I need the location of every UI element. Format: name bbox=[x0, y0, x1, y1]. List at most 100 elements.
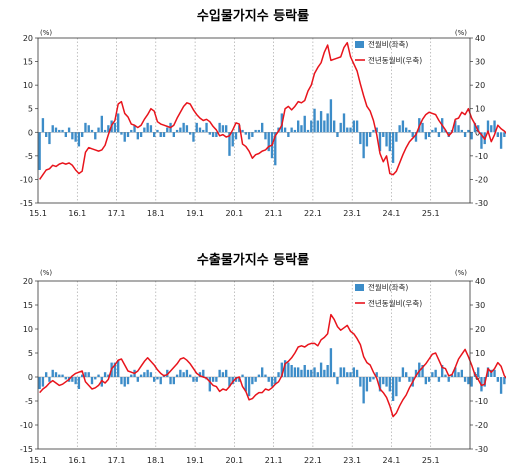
bar bbox=[107, 125, 110, 133]
left-tick-label: -10 bbox=[20, 421, 33, 430]
bar bbox=[146, 122, 149, 133]
x-tick-label: 24.1 bbox=[383, 209, 401, 218]
bar bbox=[205, 122, 208, 133]
bar bbox=[310, 120, 313, 133]
bar bbox=[185, 125, 189, 133]
bar bbox=[503, 377, 506, 385]
bar bbox=[385, 377, 388, 387]
chart-title: 수출물가지수 등락률 bbox=[197, 252, 309, 268]
bar bbox=[477, 125, 480, 133]
bar bbox=[166, 127, 169, 133]
bar bbox=[97, 374, 100, 377]
right-tick-label: -30 bbox=[475, 199, 488, 208]
bar bbox=[139, 132, 143, 137]
left-tick-label: 0 bbox=[28, 128, 33, 137]
bar bbox=[195, 377, 198, 382]
bar bbox=[444, 374, 447, 377]
right-tick-label: -20 bbox=[475, 421, 488, 430]
bar bbox=[58, 129, 61, 133]
bar bbox=[71, 132, 74, 140]
bar bbox=[339, 122, 342, 133]
bar bbox=[316, 120, 319, 133]
bar bbox=[391, 377, 395, 401]
bar bbox=[64, 377, 67, 380]
bar bbox=[300, 369, 303, 377]
bar bbox=[490, 369, 493, 377]
left-tick-label: -5 bbox=[25, 152, 33, 161]
bar-series bbox=[38, 348, 506, 404]
bar bbox=[274, 377, 277, 385]
bar bbox=[427, 377, 431, 382]
x-axis-ticks: 15.1 16.1 17.1 18.1 19.1 20.1 21.1 22.1 23.1 24.1… bbox=[29, 209, 440, 218]
bar bbox=[172, 377, 175, 385]
bar bbox=[192, 132, 195, 142]
left-tick-label: 5 bbox=[28, 105, 33, 114]
bar bbox=[126, 377, 130, 385]
bar bbox=[156, 129, 159, 133]
line-series bbox=[39, 41, 506, 180]
bar bbox=[319, 111, 323, 133]
left-tick-label: 15 bbox=[23, 58, 33, 67]
x-tick-label: 21.1 bbox=[265, 456, 283, 465]
right-tick-label: 10 bbox=[475, 105, 485, 114]
bar bbox=[254, 377, 257, 382]
right-tick-label: 30 bbox=[475, 58, 485, 67]
right-tick-label: -10 bbox=[475, 152, 488, 161]
x-tick-label: 17.1 bbox=[108, 456, 126, 465]
bar bbox=[264, 374, 267, 377]
bar bbox=[450, 374, 454, 377]
x-tick-label: 19.1 bbox=[186, 456, 204, 465]
right-tick-label: 20 bbox=[475, 325, 485, 334]
left-axis-unit: (%) bbox=[40, 269, 52, 277]
bar bbox=[382, 377, 385, 385]
left-tick-label: -10 bbox=[20, 175, 33, 184]
bar bbox=[277, 372, 280, 377]
bar bbox=[198, 372, 202, 377]
bar bbox=[359, 132, 362, 145]
bar bbox=[45, 372, 48, 377]
bar bbox=[218, 122, 221, 133]
bar bbox=[244, 132, 247, 135]
bar bbox=[421, 365, 424, 377]
bar bbox=[179, 127, 182, 133]
bar bbox=[71, 377, 74, 382]
legend: 전월비(좌축) 전년동월비(우축) bbox=[355, 39, 422, 65]
bar bbox=[395, 377, 398, 397]
bar bbox=[473, 122, 477, 133]
bar bbox=[391, 132, 395, 163]
bar bbox=[221, 372, 225, 377]
bar bbox=[195, 122, 198, 133]
x-tick-label: 23.1 bbox=[343, 209, 361, 218]
left-tick-label: 10 bbox=[23, 325, 33, 334]
bar bbox=[310, 369, 313, 377]
bar bbox=[41, 118, 45, 133]
bar bbox=[369, 377, 372, 382]
bar bbox=[365, 132, 369, 147]
bar bbox=[454, 120, 457, 133]
bar bbox=[136, 377, 139, 382]
bar bbox=[261, 367, 264, 377]
bar bbox=[234, 377, 238, 382]
left-tick-label: 20 bbox=[23, 34, 33, 43]
x-tick-label: 25.1 bbox=[422, 209, 440, 218]
bar bbox=[306, 129, 310, 133]
bar bbox=[365, 377, 369, 392]
bar bbox=[238, 125, 241, 133]
bar bbox=[427, 132, 431, 137]
bar bbox=[61, 374, 64, 377]
x-gridlines bbox=[38, 38, 470, 203]
bar bbox=[41, 377, 45, 387]
bar bbox=[303, 115, 306, 133]
bar bbox=[405, 127, 408, 133]
bar bbox=[64, 132, 67, 137]
bar bbox=[54, 372, 58, 377]
bar bbox=[454, 367, 457, 377]
bar bbox=[77, 377, 81, 389]
x-tick-label: 17.1 bbox=[108, 209, 126, 218]
right-tick-label: 40 bbox=[475, 277, 485, 286]
bar bbox=[411, 132, 414, 137]
bar bbox=[251, 377, 254, 385]
bar bbox=[362, 377, 365, 404]
left-axis-ticks: 20 15 10 5 0 -5 -10 -15 bbox=[20, 34, 38, 208]
